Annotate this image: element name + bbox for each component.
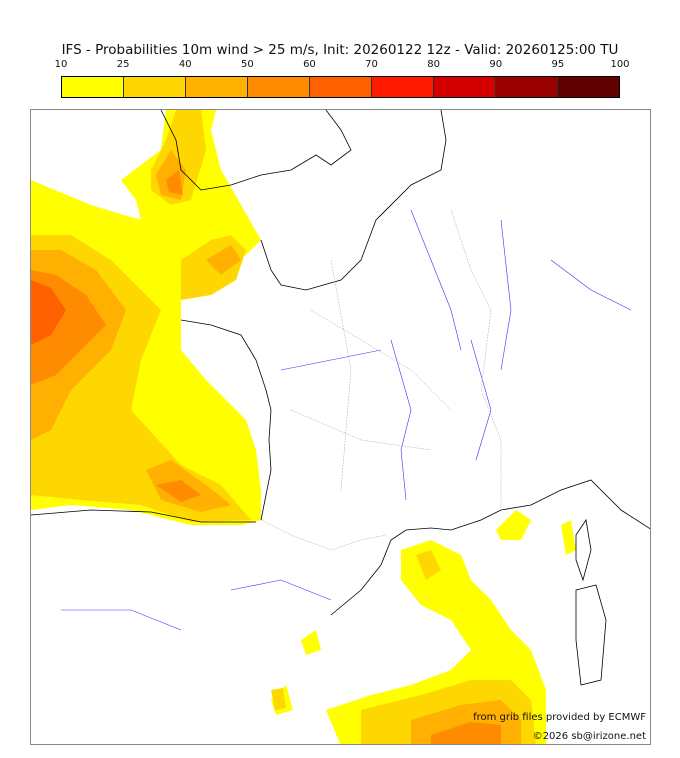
coastline-sardinia	[575, 584, 607, 686]
colorbar-segment	[372, 77, 434, 97]
colorbar-segment	[496, 77, 558, 97]
coastline-spain	[31, 509, 502, 616]
map-canvas	[31, 110, 650, 744]
colorbar-tick-label: 60	[303, 59, 316, 70]
borders	[260, 209, 502, 551]
coastline-italy	[500, 479, 650, 530]
colorbar-tick-label: 50	[240, 59, 254, 70]
colorbar-segment	[558, 77, 619, 97]
colorbar-tick-label: 70	[365, 59, 378, 70]
probability-map	[30, 109, 651, 745]
rivers	[61, 209, 632, 631]
prob-area-atlantic-50	[31, 170, 201, 502]
map-title: IFS - Probabilities 10m wind > 25 m/s, I…	[61, 42, 619, 58]
coastline-britain	[160, 110, 352, 191]
colorbar-segment	[248, 77, 310, 97]
copyright-credit: ©2026 sb@irizone.net	[532, 731, 646, 742]
coastline-corsica	[575, 518, 592, 582]
prob-area-med-25	[271, 550, 536, 744]
colorbar-tick-label: 80	[427, 59, 441, 70]
colorbar-segment	[124, 77, 186, 97]
colorbar-tick-label: 100	[610, 59, 630, 70]
colorbar-tick-label: 95	[551, 59, 565, 70]
probability-fields	[31, 110, 576, 744]
colorbar	[61, 76, 620, 98]
prob-area-atlantic-25	[31, 110, 251, 522]
colorbar-segment	[310, 77, 372, 97]
colorbar-tick-label: 90	[489, 59, 503, 70]
colorbar-tick-label: 10	[54, 59, 68, 70]
coastlines	[31, 110, 650, 686]
colorbar-tick-label: 40	[178, 59, 192, 70]
source-credit: from grib files provided by ECMWF	[473, 712, 646, 723]
colorbar-segment	[62, 77, 124, 97]
prob-area-atlantic-60	[31, 280, 66, 345]
colorbar-tick-label: 25	[116, 59, 130, 70]
coastline-france	[180, 110, 447, 521]
colorbar-segment	[186, 77, 248, 97]
colorbar-segment	[434, 77, 496, 97]
prob-area-med-50	[431, 722, 501, 744]
